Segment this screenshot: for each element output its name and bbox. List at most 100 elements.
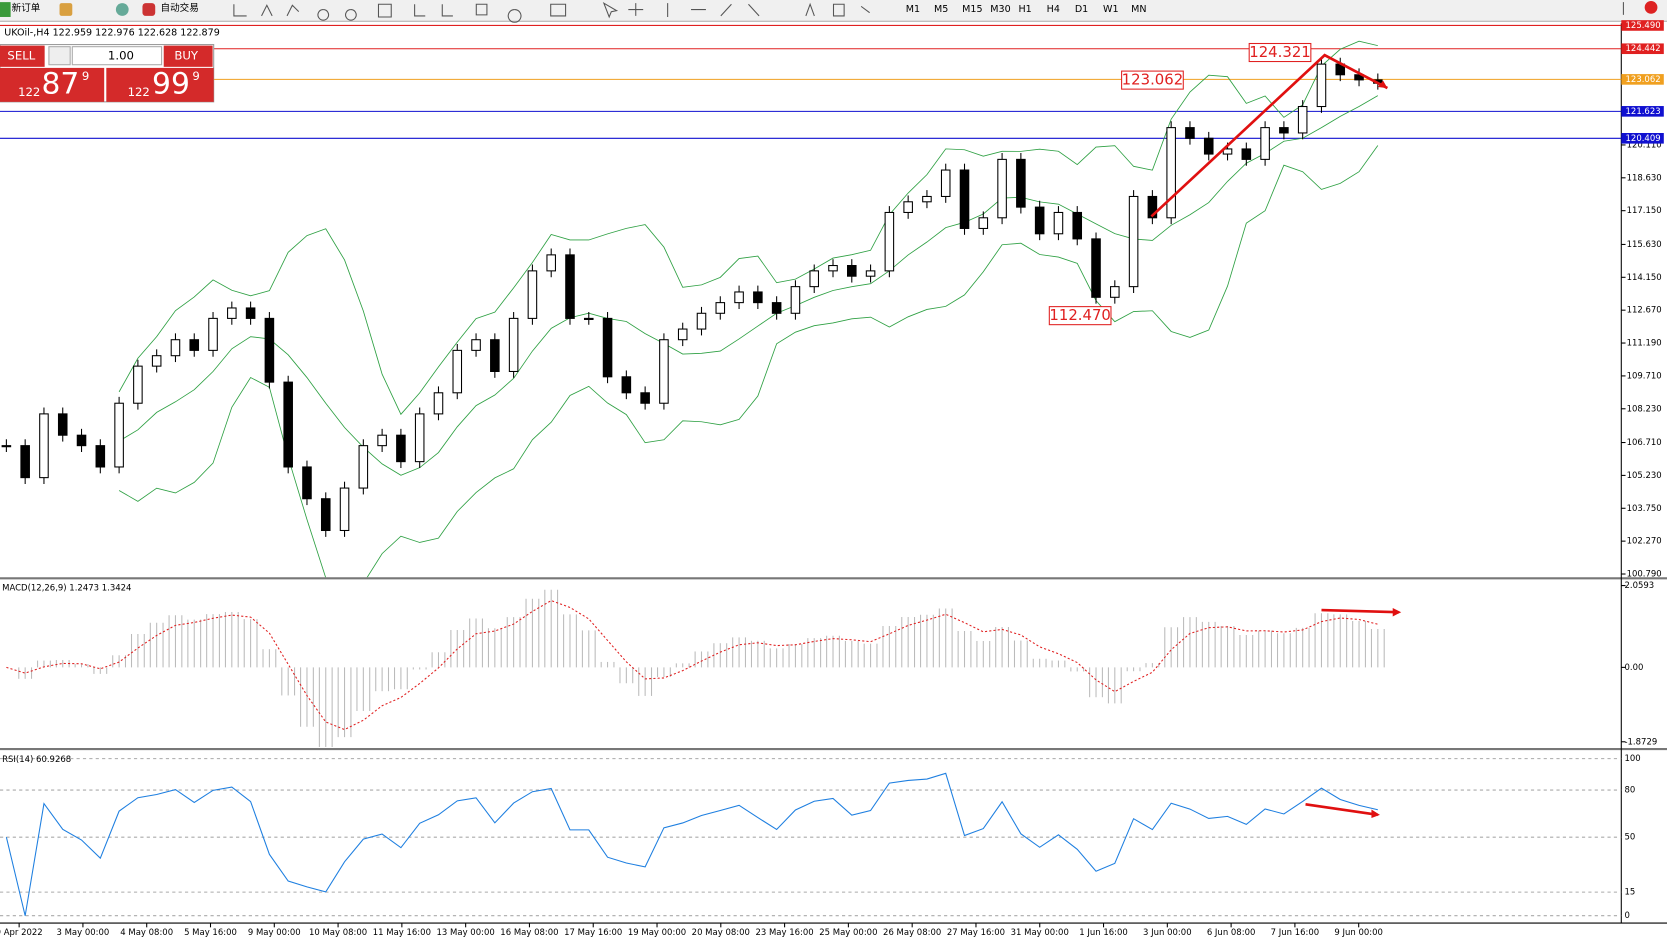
candle xyxy=(546,254,556,272)
y-tick-label: 111.190 xyxy=(1627,339,1662,349)
candle xyxy=(734,291,744,304)
candle xyxy=(640,392,650,404)
bollinger-band xyxy=(118,145,1379,578)
candle xyxy=(884,211,895,272)
y-tick-label: 108.230 xyxy=(1627,404,1662,414)
lot-spinner[interactable] xyxy=(48,46,71,66)
annotation: 124.321 xyxy=(1249,43,1311,61)
timeframe[interactable]: W1 xyxy=(1103,4,1119,15)
level-tag xyxy=(1621,20,1664,31)
candle xyxy=(1316,63,1327,108)
alert-badge[interactable] xyxy=(1644,1,1658,14)
candle xyxy=(659,339,669,404)
x-tick-label: 20 May 08:00 xyxy=(692,928,750,938)
candle xyxy=(602,317,613,378)
candle xyxy=(1016,158,1026,208)
y-tick-label: 109.710 xyxy=(1627,371,1662,381)
ask-small: 9 xyxy=(192,69,199,83)
y-tick-label: 0.00 xyxy=(1624,663,1643,673)
candle xyxy=(753,291,763,304)
candle xyxy=(1279,127,1289,134)
x-tick-label: 13 May 00:00 xyxy=(437,928,495,938)
candle xyxy=(39,413,49,479)
timeframe[interactable]: M1 xyxy=(906,4,920,15)
bid-small: 9 xyxy=(82,69,89,83)
bollinger-band xyxy=(118,95,1379,476)
bid-big: 122 xyxy=(18,85,40,99)
bid-box[interactable] xyxy=(0,67,105,102)
candle xyxy=(959,169,970,229)
candle xyxy=(1260,127,1270,160)
auto-trading[interactable]: 自动交易 xyxy=(161,2,199,14)
lot-value[interactable]: 1.00 xyxy=(108,49,134,63)
icon[interactable] xyxy=(115,3,129,16)
candle xyxy=(527,270,538,319)
level-label: 124.442 xyxy=(1626,44,1661,54)
y-tick-label: 15 xyxy=(1624,888,1635,898)
y-tick-label: 114.150 xyxy=(1627,273,1662,283)
timeframe[interactable]: M15 xyxy=(962,4,982,15)
candle xyxy=(903,201,913,213)
candle xyxy=(1072,211,1083,240)
trend-arrow xyxy=(1305,802,1379,817)
candle xyxy=(490,339,500,373)
y-tick-label: 115.630 xyxy=(1627,240,1662,250)
candle xyxy=(302,466,312,500)
candle xyxy=(151,355,162,367)
trend-arrow xyxy=(1321,608,1400,614)
candle xyxy=(1203,137,1214,155)
timeframe[interactable]: M5 xyxy=(934,4,948,15)
candle xyxy=(790,286,801,314)
timeframe[interactable]: D1 xyxy=(1075,4,1088,15)
new-order-icon[interactable] xyxy=(0,2,11,17)
x-tick-label: 9 May 00:00 xyxy=(248,928,301,938)
candle xyxy=(95,445,106,468)
x-tick-label: 25 May 00:00 xyxy=(819,928,877,938)
candle xyxy=(20,445,30,479)
candle xyxy=(997,158,1007,219)
timeframe[interactable]: H1 xyxy=(1018,4,1031,15)
y-tick-label: 118.630 xyxy=(1627,173,1662,183)
x-tick-label: 1 Jun 16:00 xyxy=(1079,928,1128,938)
x-tick-label: 27 May 16:00 xyxy=(947,928,1005,938)
buy-button[interactable] xyxy=(163,45,213,67)
candle xyxy=(1185,127,1195,139)
macd-label: MACD(12,26,9) 1.2473 1.3424 xyxy=(2,583,131,593)
candle xyxy=(114,402,124,468)
y-tick-label: 80 xyxy=(1624,786,1635,796)
ask-box[interactable] xyxy=(106,67,214,102)
candle xyxy=(396,434,406,463)
candle xyxy=(715,302,726,314)
x-tick-label: 7 Jun 16:00 xyxy=(1271,928,1320,938)
ask-big: 122 xyxy=(128,85,150,99)
sell-button[interactable] xyxy=(0,45,45,67)
timeframe[interactable]: M30 xyxy=(990,4,1010,15)
x-tick-label: 11 May 16:00 xyxy=(373,928,431,938)
annotations: 124.321 123.062 112.470 xyxy=(1048,42,1402,819)
y-tick-label: 117.150 xyxy=(1627,206,1662,216)
new-order[interactable]: 新订单 xyxy=(12,2,41,14)
candle xyxy=(1166,127,1176,219)
timeframe[interactable]: MN xyxy=(1131,4,1146,15)
y-tick-label: 112.670 xyxy=(1627,306,1662,316)
macd-signal xyxy=(6,599,1378,731)
icon[interactable] xyxy=(59,3,73,16)
candle xyxy=(847,265,857,277)
candle xyxy=(189,339,200,351)
sell-label[interactable]: SELL xyxy=(7,49,35,63)
lot-input[interactable] xyxy=(71,46,163,66)
candle xyxy=(339,487,350,532)
candle xyxy=(1354,74,1364,81)
level-label: 121.623 xyxy=(1626,107,1661,117)
candle xyxy=(1147,195,1158,219)
buy-label[interactable]: BUY xyxy=(174,49,199,63)
bollinger-band xyxy=(118,40,1378,416)
timeframe[interactable]: H4 xyxy=(1047,4,1060,15)
candle xyxy=(828,265,838,272)
candle xyxy=(208,317,218,351)
candle xyxy=(1,445,12,448)
candle xyxy=(227,307,237,319)
auto-trading-icon[interactable] xyxy=(142,3,156,16)
y-tick-label: 100 xyxy=(1624,754,1640,764)
x-tick-label: 5 May 16:00 xyxy=(184,928,237,938)
